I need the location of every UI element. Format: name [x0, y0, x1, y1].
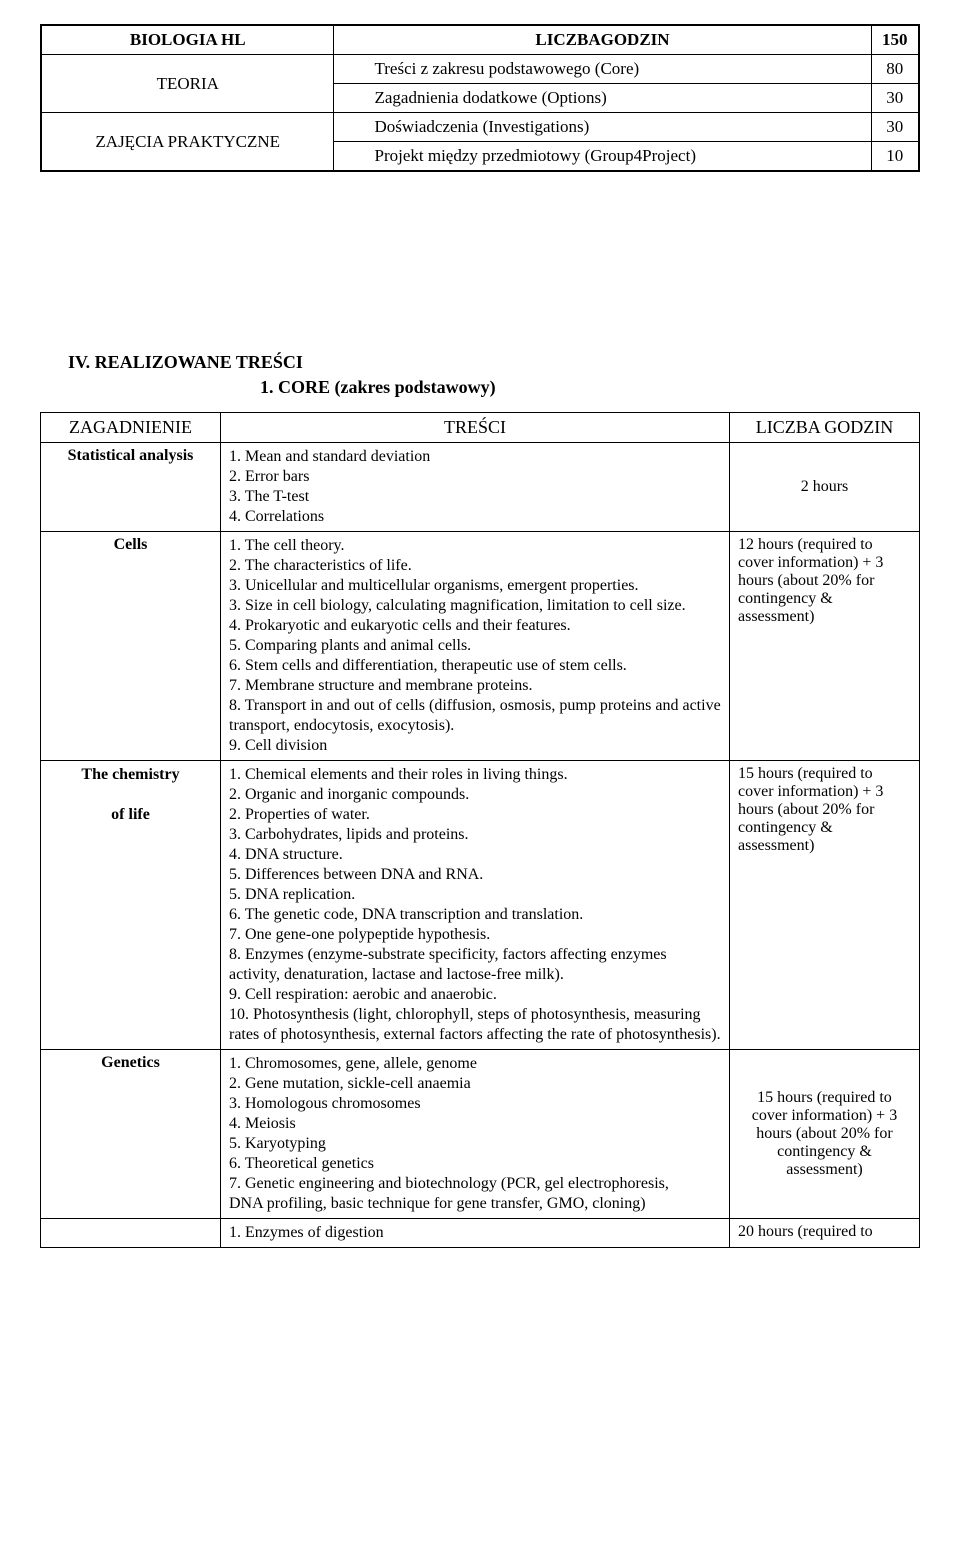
topic-cells: Cells [41, 532, 221, 761]
group-praktyczne: ZAJĘCIA PRAKTYCZNE [41, 113, 334, 172]
hours-cells: 12 hours (required to cover information)… [730, 532, 920, 761]
table-row: Cells 1. The cell theory. 2. The charact… [41, 532, 920, 761]
col-header-content: TREŚCI [221, 413, 730, 443]
col-header-hours: LICZBA GODZIN [730, 413, 920, 443]
table-row: Genetics 1. Chromosomes, gene, allele, g… [41, 1050, 920, 1219]
course-hours-table: BIOLOGIA HL LICZBAGODZIN 150 TEORIA Treś… [40, 24, 920, 172]
col-header-topic: ZAGADNIENIE [41, 413, 221, 443]
hours-last: 20 hours (required to [730, 1219, 920, 1248]
hours-chemistry: 15 hours (required to cover information)… [730, 761, 920, 1050]
content-cells: 1. The cell theory. 2. The characteristi… [229, 536, 721, 756]
content-statistical: 1. Mean and standard deviation 2. Error … [229, 447, 721, 527]
hours-statistical: 2 hours [730, 443, 920, 532]
top-header-middle: LICZBAGODZIN [334, 25, 871, 55]
row-investigations-label: Doświadczenia (Investigations) [334, 113, 871, 142]
row-core-hours: 80 [871, 55, 919, 84]
topic-last [41, 1219, 221, 1248]
content-chemistry: 1. Chemical elements and their roles in … [229, 765, 721, 1045]
content-genetics: 1. Chromosomes, gene, allele, genome 2. … [229, 1054, 721, 1214]
topic-chemistry: The chemistry of life [49, 765, 212, 825]
row-options-hours: 30 [871, 84, 919, 113]
table-row: The chemistry of life 1. Chemical elemen… [41, 761, 920, 1050]
topic-statistical: Statistical analysis [41, 443, 221, 532]
table-row: Statistical analysis 1. Mean and standar… [41, 443, 920, 532]
section-subheading: 1. CORE (zakres podstawowy) [260, 377, 920, 398]
row-investigations-hours: 30 [871, 113, 919, 142]
topic-genetics: Genetics [41, 1050, 221, 1219]
table-row: 1. Enzymes of digestion 20 hours (requir… [41, 1219, 920, 1248]
row-group4-hours: 10 [871, 142, 919, 172]
top-header-right: 150 [871, 25, 919, 55]
row-core-label: Treści z zakresu podstawowego (Core) [334, 55, 871, 84]
group-teoria: TEORIA [41, 55, 334, 113]
content-last: 1. Enzymes of digestion [229, 1223, 721, 1243]
hours-genetics: 15 hours (required to cover information)… [730, 1050, 920, 1219]
row-group4-label: Projekt między przedmiotowy (Group4Proje… [334, 142, 871, 172]
top-header-left: BIOLOGIA HL [41, 25, 334, 55]
section-heading: IV. REALIZOWANE TREŚCI [68, 352, 920, 373]
row-options-label: Zagadnienia dodatkowe (Options) [334, 84, 871, 113]
curriculum-table: ZAGADNIENIE TREŚCI LICZBA GODZIN Statist… [40, 412, 920, 1248]
